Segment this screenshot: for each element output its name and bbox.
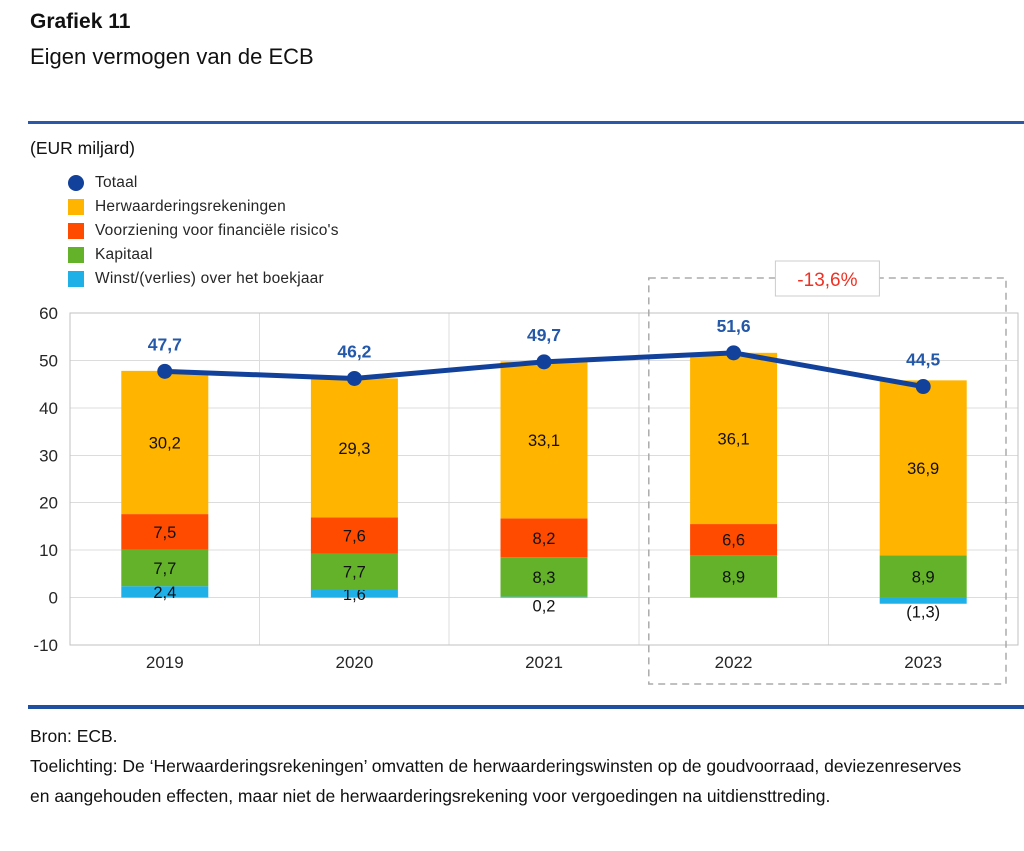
legend-item-label: Kapitaal (95, 246, 153, 263)
y-axis-tick-label: 0 (49, 589, 58, 608)
bar-segment-label: 36,1 (718, 430, 750, 448)
bar-segment (310, 589, 398, 598)
bar-segment (121, 549, 209, 587)
chart-title: Grafiek 11 (30, 10, 131, 33)
bar-segment-label: 8,2 (533, 530, 556, 548)
bar-segment (879, 597, 967, 604)
plot-frame (69, 312, 1019, 646)
legend-item-label: Totaal (95, 174, 138, 191)
legend-item: Totaal (68, 171, 339, 195)
x-axis-category-label: 2022 (715, 653, 753, 672)
bar-segment (500, 557, 588, 597)
bottom-divider (28, 705, 1024, 709)
bar-segment-label: 7,5 (153, 524, 176, 542)
total-value-label: 49,7 (527, 325, 561, 345)
y-axis-tick-label: -10 (33, 636, 58, 655)
bar-segment-label: 7,7 (343, 564, 366, 582)
bar-segment (690, 555, 778, 598)
legend-circle-marker-icon (68, 175, 84, 191)
legend-item: Voorziening voor financiële risico's (68, 219, 339, 243)
legend-item-label: Voorziening voor financiële risico's (95, 222, 339, 239)
y-axis-tick-label: 30 (39, 446, 58, 465)
bar-segment-label: 8,9 (912, 568, 935, 586)
bar-segment (500, 361, 588, 519)
legend-square-marker-icon (68, 271, 84, 287)
source-text: Bron: ECB. (30, 726, 118, 746)
bar-segment (121, 586, 209, 598)
bar-segment-label: 8,3 (533, 569, 556, 587)
highlight-box (648, 277, 1007, 685)
bar-segment-label: 7,6 (343, 527, 366, 545)
total-value-label: 51,6 (717, 316, 751, 336)
y-axis-tick-label: 50 (39, 351, 58, 370)
note-text: Toelichting: De ‘Herwaarderingsrekeninge… (30, 756, 962, 806)
total-value-label: 44,5 (906, 350, 940, 370)
annotation-label: -13,6% (797, 270, 857, 291)
bar-segment-label: 1,6 (343, 586, 366, 604)
bar-segment (500, 596, 588, 598)
bar-segment (121, 514, 209, 550)
bar-segment (310, 517, 398, 554)
total-data-point (726, 345, 742, 361)
bar-segment (500, 518, 588, 558)
bar-segment (690, 524, 778, 556)
chart-subtitle: Eigen vermogen van de ECB (30, 44, 314, 69)
total-data-point (157, 363, 173, 379)
footer: Bron: ECB. Toelichting: De ‘Herwaarderin… (30, 721, 982, 811)
bar-segment-label: 8,9 (722, 568, 745, 586)
y-axis-tick-label: 10 (39, 541, 58, 560)
bar-segment-label: 36,9 (907, 460, 939, 478)
total-data-point (536, 354, 552, 370)
bar-segment-label: (1,3) (906, 604, 940, 622)
bar-segment (879, 380, 967, 556)
unit-label: (EUR miljard) (30, 138, 135, 158)
total-value-label: 47,7 (148, 334, 182, 354)
legend-item: Kapitaal (68, 243, 339, 267)
annotation-box (774, 260, 880, 297)
bar-segment (121, 370, 209, 515)
legend-item-label: Winst/(verlies) over het boekjaar (95, 270, 324, 287)
total-data-point (915, 379, 931, 395)
bar-segment (690, 352, 778, 525)
bar-segment (310, 553, 398, 590)
bar-segment-label: 6,6 (722, 532, 745, 550)
top-divider (28, 121, 1024, 124)
y-axis-tick-label: 60 (39, 304, 58, 323)
total-value-label: 46,2 (337, 341, 371, 361)
legend: Totaal Herwaarderingsrekeningen Voorzienin… (68, 171, 339, 291)
y-axis-tick-label: 40 (39, 399, 58, 418)
legend-item: Herwaarderingsrekeningen (68, 195, 339, 219)
total-data-point (346, 370, 362, 386)
bar-segment (879, 555, 967, 598)
x-axis-category-label: 2019 (146, 653, 184, 672)
y-axis-tick-label: 20 (39, 494, 58, 513)
x-axis-category-label: 2020 (335, 653, 373, 672)
legend-item-label: Herwaarderingsrekeningen (95, 198, 286, 215)
bar-segment-label: 29,3 (338, 440, 370, 458)
bar-segment-label: 0,2 (533, 598, 556, 616)
x-axis-category-label: 2021 (525, 653, 563, 672)
legend-square-marker-icon (68, 247, 84, 263)
x-axis-category-label: 2023 (904, 653, 942, 672)
bar-segment-label: 33,1 (528, 432, 560, 450)
legend-square-marker-icon (68, 199, 84, 215)
bar-segment-label: 7,7 (153, 560, 176, 578)
bar-segment-label: 30,2 (149, 434, 181, 452)
legend-item: Winst/(verlies) over het boekjaar (68, 267, 339, 291)
bar-segment-label: 2,4 (153, 584, 176, 602)
legend-square-marker-icon (68, 223, 84, 239)
bar-segment (310, 378, 398, 518)
